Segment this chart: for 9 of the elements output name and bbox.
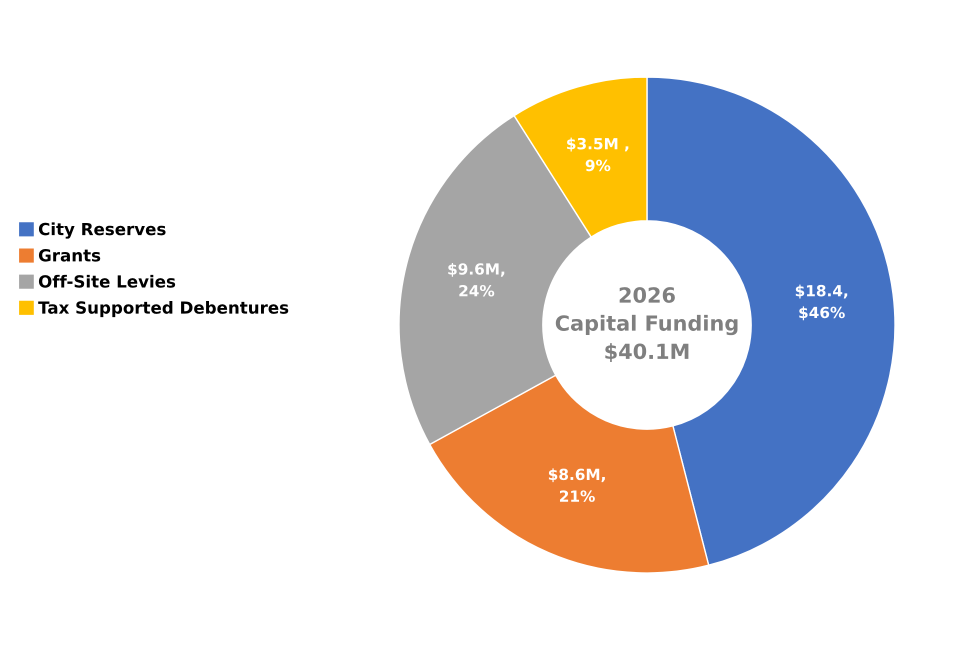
data-label: $9.6M, 24% <box>448 262 504 297</box>
data-label: $3.5M , 9% <box>567 138 628 172</box>
data-label: $18.4, $46% <box>796 284 848 320</box>
legend-label: Grants <box>38 248 100 262</box>
data-label: $8.6M, 21% <box>548 468 605 502</box>
legend-label: City Reserves <box>38 222 166 239</box>
text: 2026 Capital Funding $40.1M <box>556 287 738 362</box>
legend-label: Tax Supported Debentures <box>38 300 288 318</box>
legend-label: Off-Site Levies <box>38 274 176 288</box>
